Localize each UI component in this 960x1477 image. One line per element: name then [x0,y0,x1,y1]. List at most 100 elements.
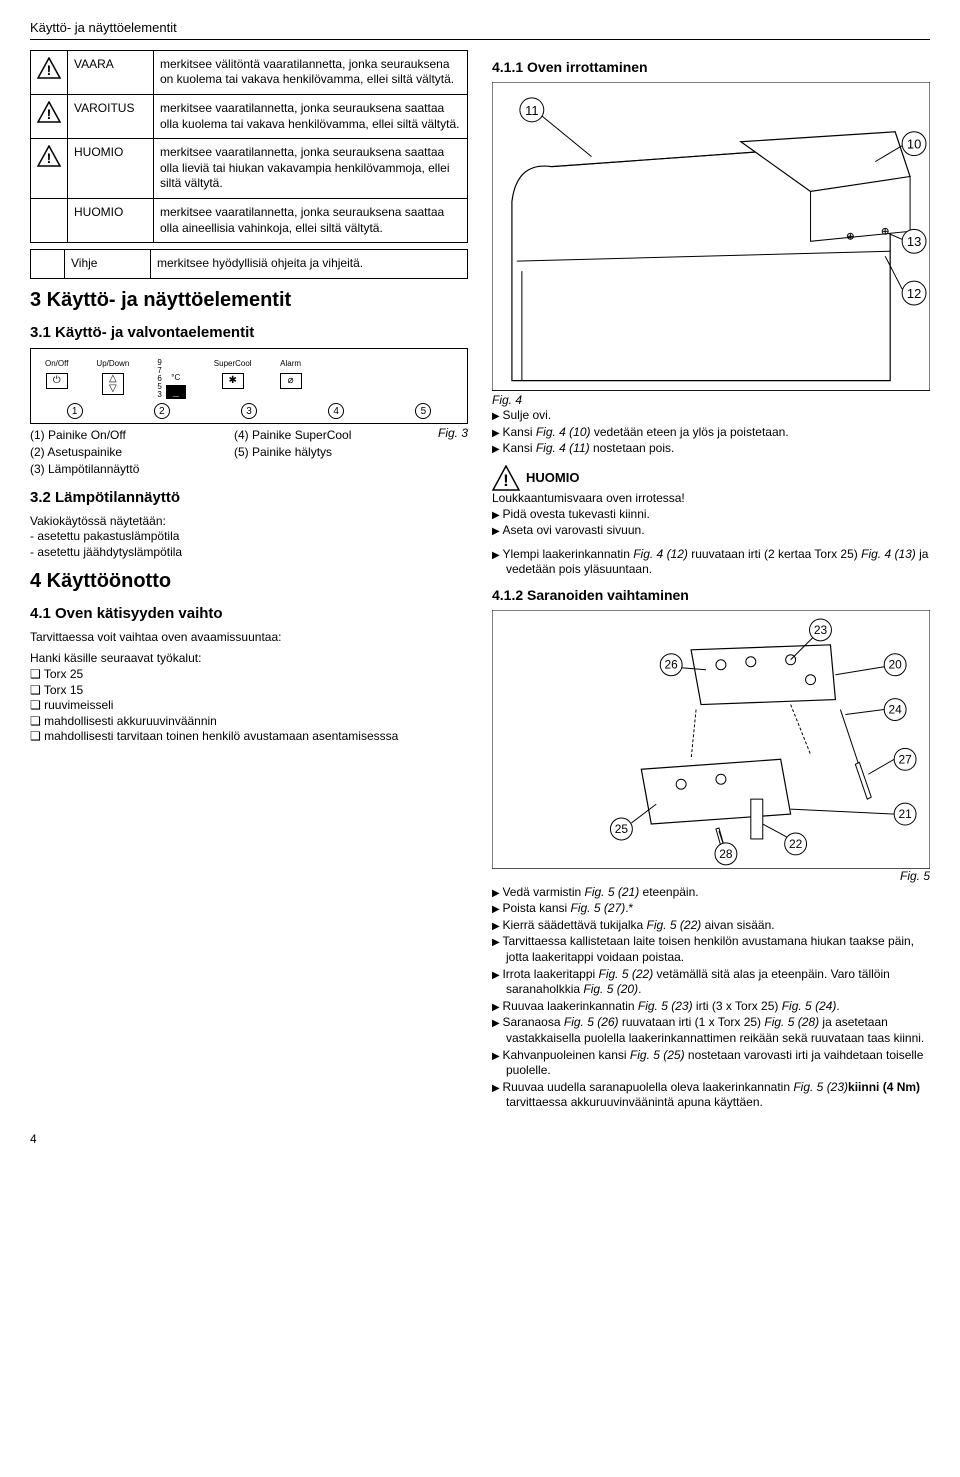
legend-item: (3) Lämpötilannäyttö [30,462,204,478]
panel-label-onoff: On/Off [45,359,68,369]
panel-updown-group: Up/Down △▽ [96,359,129,394]
table-row: ! VAROITUS merkitsee vaaratilannetta, jo… [31,95,468,139]
temp-scale: 9 7 6 5 3 [157,359,161,399]
sec32-intro: Vakiokäytössä näytetään: [30,514,468,530]
list-item: Tarvittaessa kallistetaan laite toisen h… [492,934,930,965]
panel-label-alarm: Alarm [280,359,301,369]
hint-table: Vihje merkitsee hyödyllisiä ohjeita ja v… [30,249,468,279]
two-column-layout: ! VAARA merkitsee välitöntä vaaratilanne… [30,50,930,1112]
list-item: Ruuvaa uudella saranapuolella oleva laak… [492,1080,930,1111]
huomio-bullets: Pidä ovesta tukevasti kiinni. Aseta ovi … [492,507,930,539]
list-item: Ruuvaa laakerinkannatin Fig. 5 (23) irti… [492,999,930,1015]
svg-text:27: 27 [898,752,912,766]
callout-4: 4 [328,403,344,419]
table-row: ! HUOMIO merkitsee vaaratilannetta, jonk… [31,139,468,199]
empty-icon-cell [31,199,68,243]
huomio-title: HUOMIO [526,470,579,487]
list-item: Torx 15 [30,683,468,699]
callout-1: 1 [67,403,83,419]
panel-super-group: SuperCool ✱ [214,359,252,388]
page-number: 4 [30,1132,930,1148]
svg-text:11: 11 [525,103,538,118]
below-huomio-step: Ylempi laakerinkannatin Fig. 4 (12) ruuv… [492,547,930,578]
list-item: Kahvanpuoleinen kansi Fig. 5 (25) nostet… [492,1048,930,1079]
fig3-label: Fig. 3 [418,424,468,442]
fig5-diagram: 23 20 24 27 21 22 28 25 26 [492,610,930,869]
legend-item: (1) Painike On/Off [30,428,204,444]
svg-text:12: 12 [907,286,921,301]
list-item: Aseta ovi varovasti sivuun. [492,523,930,539]
table-row: HUOMIO merkitsee vaaratilannetta, jonka … [31,199,468,243]
fig5-steps: Vedä varmistin Fig. 5 (21) eteenpäin. Po… [492,885,930,1111]
tool-list: Torx 25 Torx 15 ruuvimeisseli mahdollise… [30,667,468,745]
list-item: Saranaosa Fig. 5 (26) ruuvataan irti (1 … [492,1015,930,1046]
svg-text:!: ! [47,62,52,78]
warn-label: HUOMIO [68,139,154,199]
panel-alarm-group: Alarm ⌀ [280,359,302,388]
warning-triangle-icon: ! [31,139,68,199]
callout-5: 5 [415,403,431,419]
legend-item: (2) Asetuspainike [30,445,204,461]
svg-text:22: 22 [789,837,803,851]
empty-icon-cell [31,250,65,279]
page-header: Käyttö- ja näyttöelementit [30,20,930,40]
left-column: ! VAARA merkitsee välitöntä vaaratilanne… [30,50,468,1112]
svg-text:21: 21 [898,807,912,821]
panel-onoff-group: On/Off ⏻ [45,359,68,388]
panel-legend: (1) Painike On/Off (2) Asetuspainike (3)… [30,428,408,478]
svg-text:10: 10 [907,137,921,152]
fig4-steps: Sulje ovi. Kansi Fig. 4 (10) vedetään et… [492,408,930,457]
warn-label: VAARA [68,50,154,94]
panel-label-degc: °C [171,373,180,383]
panel-label-updown: Up/Down [96,359,129,369]
callout-2: 2 [154,403,170,419]
alarm-off-icon: ⌀ [280,373,302,389]
warn-text: merkitsee vaaratilannetta, jonka seurauk… [154,199,468,243]
sec41-p2: Hanki käsille seuraavat työkalut: [30,651,468,667]
svg-text:28: 28 [719,847,733,861]
list-item: Vedä varmistin Fig. 5 (21) eteenpäin. [492,885,930,901]
callout-3: 3 [241,403,257,419]
svg-text:13: 13 [907,234,921,249]
section-4-1-2-title: 4.1.2 Saranoiden vaihtaminen [492,586,930,604]
huomio-block: ! HUOMIO Loukkaantumisvaara oven irrotes… [492,465,930,539]
list-item: Ylempi laakerinkannatin Fig. 4 (12) ruuv… [492,547,930,578]
svg-text:23: 23 [814,623,828,637]
list-item: Irrota laakeritappi Fig. 5 (22) vetämäll… [492,967,930,998]
svg-text:!: ! [47,150,52,166]
right-column: 4.1.1 Oven irrottaminen 11 10 [492,50,930,1112]
fig4-label: Fig. 4 [492,393,930,409]
table-row: Vihje merkitsee hyödyllisiä ohjeita ja v… [31,250,468,279]
svg-text:20: 20 [889,658,903,672]
temp-display: _ [166,385,186,399]
warning-table: ! VAARA merkitsee välitöntä vaaratilanne… [30,50,468,243]
warn-label: HUOMIO [68,199,154,243]
power-icon: ⏻ [46,373,68,389]
sec41-p1: Tarvittaessa voit vaihtaa oven avaamissu… [30,630,468,646]
list-item: Pidä ovesta tukevasti kiinni. [492,507,930,523]
fig4-diagram: 11 10 13 12 [492,82,930,391]
panel-temp-group: 9 7 6 5 3 °C _ [157,359,185,399]
list-item: Kansi Fig. 4 (10) vedetään eteen ja ylös… [492,425,930,441]
warning-triangle-icon: ! [31,95,68,139]
svg-text:!: ! [47,106,52,122]
list-item: Kierrä säädettävä tukijalka Fig. 5 (22) … [492,918,930,934]
legend-item: (4) Painike SuperCool [234,428,408,444]
section-3-title: 3 Käyttö- ja näyttöelementit [30,287,468,313]
legend-item: (5) Painike hälytys [234,445,408,461]
section-3-2-title: 3.2 Lämpötilannäyttö [30,488,468,508]
table-row: ! VAARA merkitsee välitöntä vaaratilanne… [31,50,468,94]
svg-text:24: 24 [889,703,903,717]
list-item: Torx 25 [30,667,468,683]
warning-triangle-filled-icon: ! [492,465,520,491]
svg-text:25: 25 [615,822,629,836]
hint-text: merkitsee hyödyllisiä ohjeita ja vihjeit… [151,250,468,279]
warn-text: merkitsee välitöntä vaaratilannetta, jon… [154,50,468,94]
section-4-1-title: 4.1 Oven kätisyyden vaihto [30,604,468,624]
list-item: mahdollisesti tarvitaan toinen henkilö a… [30,729,468,745]
warning-triangle-icon: ! [31,50,68,94]
warn-label: VAROITUS [68,95,154,139]
snowflake-icon: ✱ [222,373,244,389]
section-4-1-1-title: 4.1.1 Oven irrottaminen [492,58,930,76]
huomio-line1: Loukkaantumisvaara oven irrotessa! [492,491,930,507]
